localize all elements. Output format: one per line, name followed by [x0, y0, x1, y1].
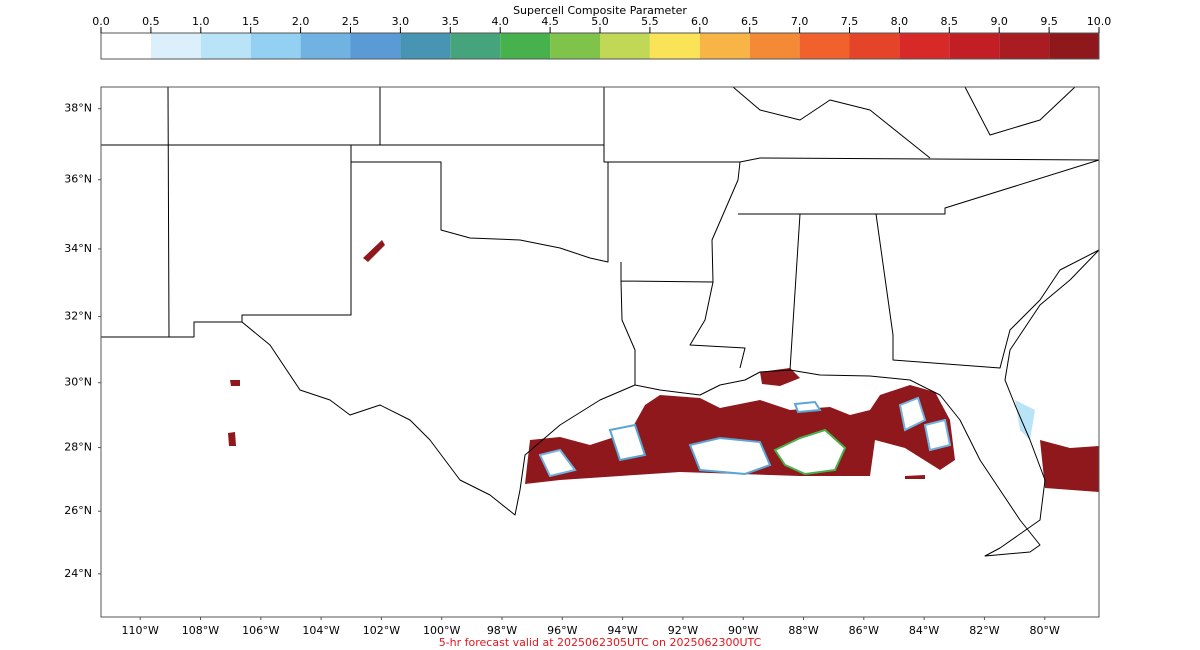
colorbar-bin — [999, 33, 1050, 59]
latitude-label: 28°N — [64, 441, 92, 454]
colorbar-bin — [949, 33, 1000, 59]
longitude-label: 110°W — [122, 624, 159, 637]
longitude-label: 82°W — [969, 624, 999, 637]
colorbar-tick-label: 1.0 — [192, 15, 210, 28]
colorbar-bin — [550, 33, 600, 59]
latitude-label: 36°N — [64, 173, 92, 186]
latitude-label: 30°N — [64, 376, 92, 389]
colorbar-tick-label: 10.0 — [1087, 15, 1112, 28]
latitude-label: 24°N — [64, 567, 92, 580]
longitude-label: 90°W — [728, 624, 758, 637]
colorbar-tick-label: 7.0 — [791, 15, 809, 28]
latitude-label: 26°N — [64, 504, 92, 517]
latitude-label: 32°N — [64, 310, 92, 323]
longitude-label: 106°W — [242, 624, 279, 637]
colorbar-bin — [899, 33, 950, 59]
map-frame — [100, 86, 1100, 618]
map-axes: 110°W 108°W 106°W 104°W 102°W 100°W 98°W 96°W 94… — [64, 102, 1060, 637]
colorbar-tick-label: 9.0 — [990, 15, 1008, 28]
colorbar-tick-label: 0.0 — [92, 15, 110, 28]
colorbar-bin — [749, 33, 800, 59]
colorbar-tick-label: 0.5 — [142, 15, 160, 28]
scp-shading — [228, 240, 1099, 492]
colorbar-tick-label: 3.0 — [392, 15, 410, 28]
forecast-caption: 5-hr forecast valid at 2025062305UTC on … — [439, 636, 762, 649]
colorbar-tick-label: 9.5 — [1040, 15, 1058, 28]
longitude-label: 92°W — [668, 624, 698, 637]
colorbar-bin — [250, 33, 301, 59]
colorbar-tick-label: 7.5 — [841, 15, 859, 28]
colorbar-bin — [400, 33, 451, 59]
colorbar-tick-label: 2.0 — [292, 15, 310, 28]
colorbar-bin — [150, 33, 201, 59]
colorbar-label: Supercell Composite Parameter — [513, 4, 687, 17]
colorbar-tick-label: 1.5 — [242, 15, 260, 28]
colorbar-tick-label: 3.5 — [442, 15, 460, 28]
longitude-label: 102°W — [363, 624, 400, 637]
longitude-label: 80°W — [1030, 624, 1060, 637]
colorbar-bin — [849, 33, 900, 59]
colorbar-bin — [200, 33, 251, 59]
longitude-label: 86°W — [849, 624, 879, 637]
latitude-label: 34°N — [64, 242, 92, 255]
colorbar-bin — [699, 33, 750, 59]
longitude-label: 104°W — [302, 624, 339, 637]
colorbar-bin — [600, 33, 650, 59]
longitude-label: 94°W — [607, 624, 637, 637]
colorbar-bin — [500, 33, 551, 59]
colorbar-tick-label: 6.0 — [691, 15, 709, 28]
colorbar: 0.0 0.5 1.0 1.5 2.0 2.5 3.0 3.5 4.0 4.5 5.0 5.5 6.0 6… — [92, 15, 1112, 60]
colorbar-bin — [1049, 33, 1099, 59]
colorbar-bin — [450, 33, 501, 59]
colorbar-bin — [350, 33, 401, 59]
longitude-label: 108°W — [182, 624, 219, 637]
colorbar-tick-label: 5.5 — [641, 15, 659, 28]
colorbar-tick-label: 5.0 — [591, 15, 609, 28]
longitude-label: 98°W — [487, 624, 517, 637]
longitude-label: 84°W — [909, 624, 939, 637]
colorbar-tick-label: 4.0 — [491, 15, 509, 28]
state-borders — [101, 86, 1100, 557]
longitude-label: 88°W — [788, 624, 818, 637]
colorbar-tick-label: 6.5 — [741, 15, 759, 28]
longitude-label: 96°W — [547, 624, 577, 637]
colorbar-tick-label: 4.5 — [541, 15, 559, 28]
latitude-label: 38°N — [64, 102, 92, 115]
colorbar-tick-label: 8.0 — [891, 15, 909, 28]
colorbar-tick-label: 8.5 — [941, 15, 959, 28]
colorbar-bin — [799, 33, 850, 59]
colorbar-bin — [300, 33, 351, 59]
colorbar-tick-label: 2.5 — [342, 15, 360, 28]
colorbar-bin — [649, 33, 700, 59]
longitude-label: 100°W — [423, 624, 460, 637]
colorbar-bin — [101, 33, 151, 59]
